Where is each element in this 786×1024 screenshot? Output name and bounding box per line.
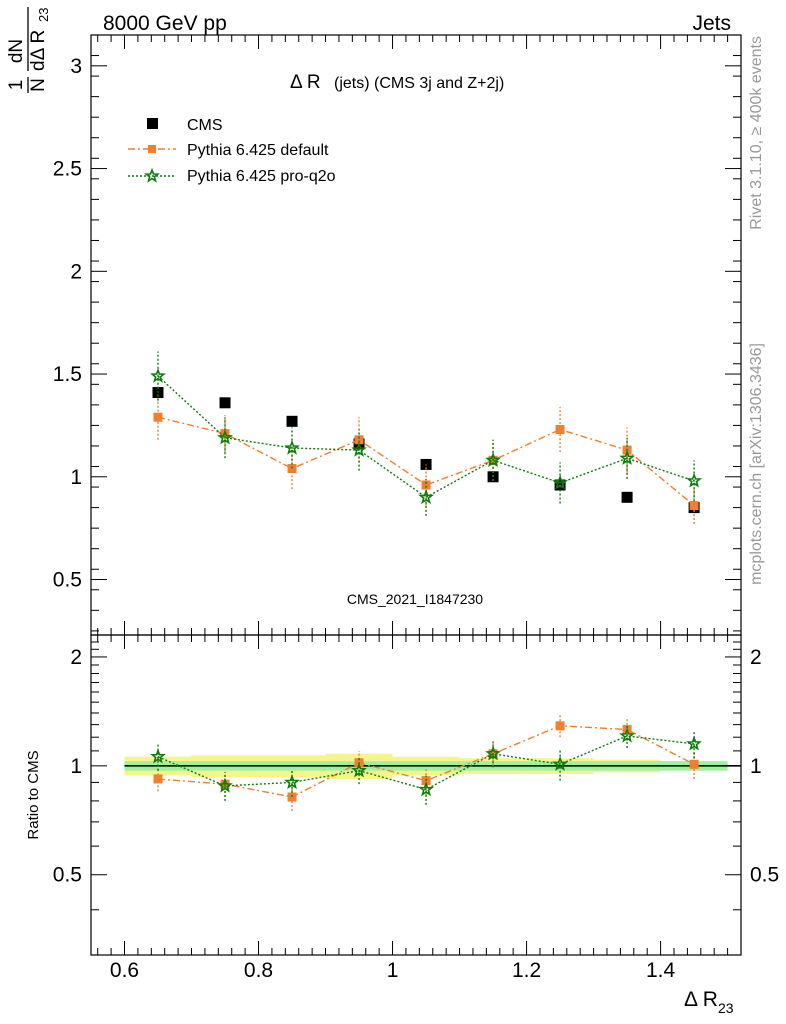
default-ratio-point xyxy=(555,721,565,731)
ylabel-dN: dN xyxy=(6,39,27,63)
ratio-ytick-label-right: 1 xyxy=(750,755,762,778)
mcplots-label: mcplots.cern.ch [arXiv:1306.3436] xyxy=(748,343,765,585)
ratio-frame xyxy=(90,634,742,956)
ratio-ylabel: Ratio to CMS xyxy=(25,750,42,839)
ratio-ytick-label: 0.5 xyxy=(53,864,82,887)
proq2o-ratio-point xyxy=(150,748,166,764)
legend-default-marker xyxy=(148,145,156,153)
chart-title-delta: Δ R xyxy=(290,72,321,93)
xtick-label: 1.2 xyxy=(512,959,541,982)
cms-point xyxy=(219,397,231,409)
proq2o-point xyxy=(150,367,166,383)
proq2o-point xyxy=(351,441,367,457)
proq2o-ratio-point xyxy=(217,777,233,793)
proq2o-point xyxy=(418,488,435,505)
proq2o-ratio-point xyxy=(619,727,635,743)
proq2o-line xyxy=(157,375,695,499)
cms-point xyxy=(286,415,298,427)
ylabel-subscript: 23 xyxy=(36,8,51,22)
proq2o-ratio-point xyxy=(686,735,702,751)
xlabel-subscript: 23 xyxy=(718,1000,734,1016)
default-point xyxy=(354,435,364,445)
legend-default-label: Pythia 6.425 default xyxy=(187,142,329,159)
header-right: Jets xyxy=(692,12,731,35)
default-ratio-point xyxy=(689,759,699,769)
main-ytick-label: 2 xyxy=(70,260,82,283)
default-point xyxy=(153,412,163,422)
main-ytick-label: 1 xyxy=(70,466,82,489)
ratio-ytick-label-right: 2 xyxy=(750,646,762,669)
default-ratio-point xyxy=(153,774,163,784)
legend: CMS Pythia 6.425 default Pythia 6.425 pro-… xyxy=(128,117,336,185)
default-point xyxy=(555,425,565,435)
default-point xyxy=(689,501,699,511)
legend-cms-marker xyxy=(147,118,158,129)
legend-proq2o-marker xyxy=(144,167,160,183)
proq2o-point xyxy=(284,439,300,455)
chart-title-rest: (jets) (CMS 3j and Z+2j) xyxy=(334,75,504,92)
ratio-ytick-label-right: 0.5 xyxy=(750,864,779,887)
xtick-label: 0.8 xyxy=(244,959,273,982)
ratio-ytick-label: 1 xyxy=(70,755,82,778)
main-ytick-label: 3 xyxy=(70,55,82,78)
ylabel-numerator-1: 1 xyxy=(6,80,27,91)
ratio-ytick-label: 2 xyxy=(70,646,82,669)
proq2o-point xyxy=(686,472,702,488)
proq2o-ratio-point xyxy=(552,756,568,771)
proq2o-point xyxy=(552,474,568,490)
default-point xyxy=(421,480,431,490)
main-ytick-label: 2.5 xyxy=(53,158,82,181)
ylabel-dDeltaR: dΔ R xyxy=(28,30,49,71)
proq2o-point xyxy=(619,450,635,465)
ylabel-denominator-N: N xyxy=(28,78,49,92)
header-left: 8000 GeV pp xyxy=(103,12,227,35)
ratio-panel: 0.5 0.5 1 1 2 2 Ratio to CMS 0.6 0.8 1 1.2 1.4 Δ R 23 xyxy=(25,634,779,1016)
xlabel-deltaR: Δ R xyxy=(684,988,718,1011)
proq2o-ratio-point xyxy=(284,774,300,790)
analysis-label: CMS_2021_I1847230 xyxy=(347,591,483,607)
proq2o-ratio-line xyxy=(157,735,695,791)
proq2o-ratio-point xyxy=(418,781,435,797)
proq2o-point xyxy=(485,451,501,468)
xtick-label: 0.6 xyxy=(110,959,139,982)
main-ylabel: 1 NdN dΔ R 23 xyxy=(6,7,51,93)
legend-cms-label: CMS xyxy=(187,117,223,134)
proq2o-ratio-point xyxy=(351,762,367,778)
default-line xyxy=(157,416,695,507)
proq2o-point xyxy=(217,429,233,445)
xtick-label: 1.4 xyxy=(646,959,676,982)
cms-point xyxy=(621,491,633,503)
main-ytick-label: 1.5 xyxy=(53,363,82,386)
xtick-label: 1 xyxy=(387,959,399,982)
rivet-label: Rivet 3.1.10, ≥ 400k events xyxy=(748,36,765,230)
proq2o-ratio-point xyxy=(485,745,501,761)
main-ytick-label: 0.5 xyxy=(53,569,82,592)
legend-proq2o-label: Pythia 6.425 pro-q2o xyxy=(187,168,336,185)
